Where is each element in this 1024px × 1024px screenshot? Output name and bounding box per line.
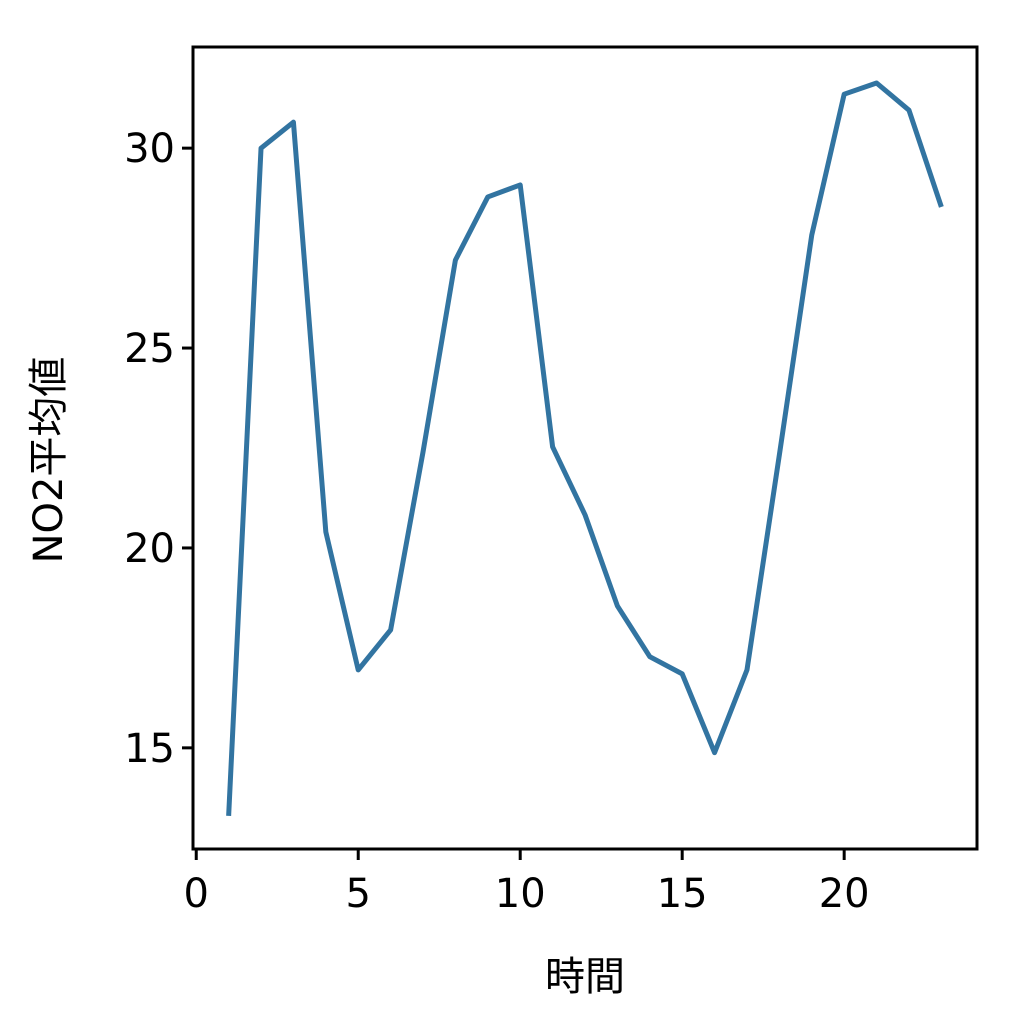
- x-tick-label: 5: [345, 871, 370, 917]
- y-tick-label: 15: [124, 726, 175, 772]
- x-tick-label: 10: [495, 871, 546, 917]
- x-tick-label: 0: [184, 871, 209, 917]
- y-tick-label: 25: [124, 326, 175, 372]
- y-tick-label: 30: [124, 126, 175, 172]
- x-tick-label: 20: [819, 871, 870, 917]
- x-tick-label: 15: [657, 871, 708, 917]
- x-axis-label: 時間: [545, 954, 625, 1000]
- plot-frame: [191, 45, 979, 851]
- y-axis-label: NO2平均値: [26, 357, 72, 564]
- line: [226, 80, 944, 816]
- y-tick-label: 20: [124, 526, 175, 572]
